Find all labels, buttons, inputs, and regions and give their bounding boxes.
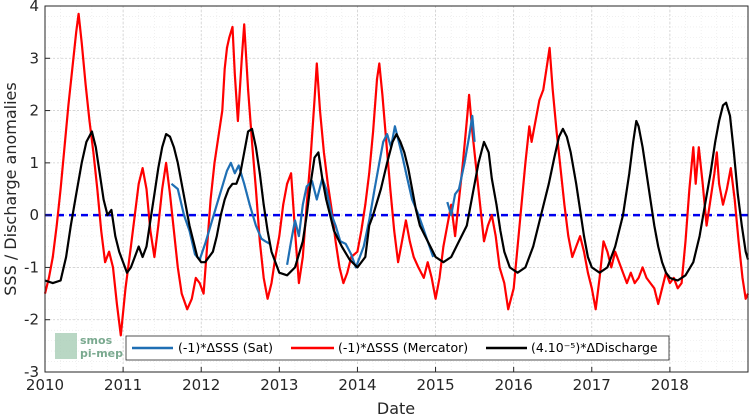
y-axis-title: SSS / Discharge anomalies	[1, 82, 20, 295]
logo-line-2: pi-mep	[80, 347, 123, 360]
plot-area	[45, 6, 748, 372]
smos-logo: smos pi-mep	[55, 333, 123, 360]
series-layer	[43, 12, 750, 337]
x-tick-label: 2016	[495, 376, 533, 394]
series-line-0	[446, 114, 476, 217]
x-axis-title: Date	[377, 399, 415, 417]
legend-label-sat: (-1)*ΔSSS (Sat)	[178, 340, 273, 355]
y-tick-label: -2	[24, 311, 39, 329]
series-line-0	[286, 125, 435, 269]
y-tick-label: 0	[29, 206, 39, 224]
x-tick-label: 2017	[573, 376, 611, 394]
y-tick-label: 4	[29, 0, 39, 15]
x-tick-label: 2012	[182, 376, 220, 394]
logo-line-1: smos	[80, 334, 113, 347]
x-tick-label: 2013	[260, 376, 298, 394]
y-tick-label: 2	[29, 102, 39, 120]
y-tick-label: -1	[24, 258, 39, 276]
logo-mark	[55, 333, 77, 359]
series-line-1	[43, 12, 750, 337]
x-tick-label: 2011	[104, 376, 142, 394]
x-tick-label: 2010	[26, 376, 64, 394]
series-line-0	[170, 161, 271, 261]
grid	[44, 5, 749, 373]
x-tick-label: 2018	[651, 376, 689, 394]
series-line-2	[44, 101, 750, 285]
legend: (-1)*ΔSSS (Sat) (-1)*ΔSSS (Mercator) (4.…	[125, 335, 670, 361]
plot-frame	[44, 5, 749, 373]
x-tick-label: 2014	[338, 376, 376, 394]
y-tick-label: 3	[29, 49, 39, 67]
x-tick-label: 2015	[416, 376, 454, 394]
y-tick-label: -3	[24, 363, 39, 381]
legend-box	[125, 335, 670, 361]
legend-label-mercator: (-1)*ΔSSS (Mercator)	[338, 340, 468, 355]
axis-ticks: 2010 2011 2012 2013 2014 2015 2016 2017 2018-3-2…	[24, 0, 689, 394]
y-tick-label: 1	[29, 154, 39, 172]
legend-label-discharge: (4.10⁻⁵)*ΔDischarge	[531, 340, 658, 355]
